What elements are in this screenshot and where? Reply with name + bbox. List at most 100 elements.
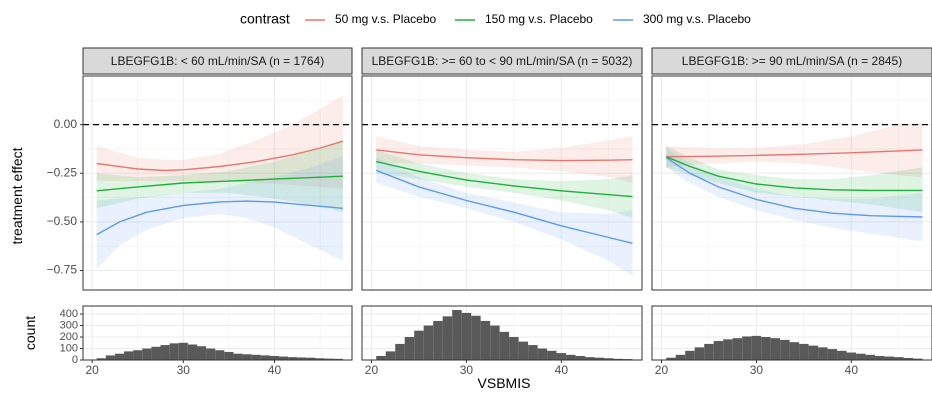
confidence-band-1 [96,95,343,189]
series-line-3 [96,200,343,236]
histogram-bar [547,350,557,360]
histogram-bar [306,357,316,360]
histogram-bar [742,336,752,360]
histogram-bar [499,331,510,360]
y-axis-label-treatment-effect: treatment effect [9,147,25,244]
histogram-bar [751,335,762,360]
count-tick-label: 100 [60,342,78,354]
legend-entry-1: 50 mg v.s. Placebo [335,12,436,26]
x-axis-label: VSBMIS [478,375,531,391]
histogram-bar [471,315,481,360]
count-tick-label: 300 [60,319,78,331]
confidence-band-3 [96,155,343,269]
histogram-bar [333,358,343,360]
histogram-bar [818,347,828,360]
strip-background [651,47,932,75]
bottom-panel-border [82,305,353,361]
series-line-1 [666,149,923,158]
histogram-bar [196,346,207,360]
panel-1: LBEGFG1B: < 60 mL/min/SA (n = 1764) 20 30 4… [47,47,353,377]
histogram-bar [675,354,686,360]
series-line-3 [375,169,633,244]
confidence-band-2 [376,149,633,218]
x-tick-label: 40 [555,363,569,377]
histogram-bar [694,347,705,360]
histogram-bar [713,341,724,360]
top-panel-border [651,75,932,291]
histogram-bar [808,345,819,360]
strip-background [82,47,353,75]
histogram-bar [404,337,415,360]
histogram-bar [385,351,396,360]
x-tick-label: 30 [750,363,764,377]
histogram-bar [666,357,676,360]
y-tick-label: −0.75 [47,263,78,277]
histogram-bar [799,343,809,360]
histogram-bar [575,355,586,360]
histogram-bar [789,342,800,360]
x-tick-label: 20 [85,363,99,377]
x-tick-label: 30 [177,363,191,377]
count-tick-label: 200 [60,331,78,343]
histogram-bar [251,354,261,360]
x-tick-label: 40 [268,363,282,377]
confidence-band-1 [666,122,923,178]
x-tick-label: 20 [655,363,669,377]
y-tick-label: −0.25 [47,165,78,179]
histogram-bar [324,358,334,360]
histogram-bar [537,348,548,360]
histogram-bar [105,355,115,360]
histogram-bar [594,357,605,360]
histogram-bar [770,338,781,360]
histogram-bar [856,353,866,360]
panel-2: LBEGFG1B: >= 60 to < 90 mL/min/SA (n = 5… [361,47,643,377]
histogram-bar [490,325,500,360]
histogram-bar [124,351,134,360]
panel-3: LBEGFG1B: >= 90 mL/min/SA (n = 2845) 20 30… [651,47,932,377]
histogram-bar [233,353,243,360]
histogram-bar [242,354,252,360]
confidence-band-3 [376,157,633,277]
histogram-bar [423,325,434,360]
x-tick-label: 20 [365,363,379,377]
histogram-bar [827,349,838,360]
histogram-bar [685,350,695,360]
histogram-bar [224,351,234,360]
confidence-band-2 [666,146,923,213]
histogram-bar [142,348,152,360]
legend-entry-3: 300 mg v.s. Placebo [643,12,751,26]
top-panel-background [83,76,352,290]
histogram-bar [903,357,914,360]
histogram-bar [480,320,491,360]
series-line-1 [96,140,344,172]
y-tick-label: 0.00 [54,117,78,131]
histogram-bar [837,350,847,360]
histogram-bar [315,358,325,360]
histogram-bar [761,337,771,360]
histogram-bar [96,358,106,360]
count-tick-label: 0 [72,354,78,366]
histogram-bar [875,355,885,360]
strip-label: LBEGFG1B: >= 90 mL/min/SA (n = 2845) [682,54,902,68]
x-tick-label: 30 [460,363,474,377]
histogram-bar [865,354,876,360]
y-axis-label-count: count [22,316,38,350]
histogram-bar [604,358,614,360]
histogram-bar [518,341,529,360]
bottom-panel-border [361,305,643,361]
count-tick-label: 400 [60,308,78,320]
histogram-bar [206,348,216,360]
histogram-bar [178,342,188,360]
confidence-band-2 [96,140,343,213]
strip-label: LBEGFG1B: < 60 mL/min/SA (n = 1764) [111,54,324,68]
histogram-bar [509,337,519,360]
top-panel-border [82,75,353,291]
top-panel-border [361,75,643,291]
histogram-bar [461,312,472,360]
histogram-bar [151,346,161,360]
confidence-band-3 [666,148,923,242]
histogram-bar [260,355,270,360]
series-line-2 [665,156,923,192]
histogram-bar [566,354,576,360]
histogram-bar [452,310,462,360]
